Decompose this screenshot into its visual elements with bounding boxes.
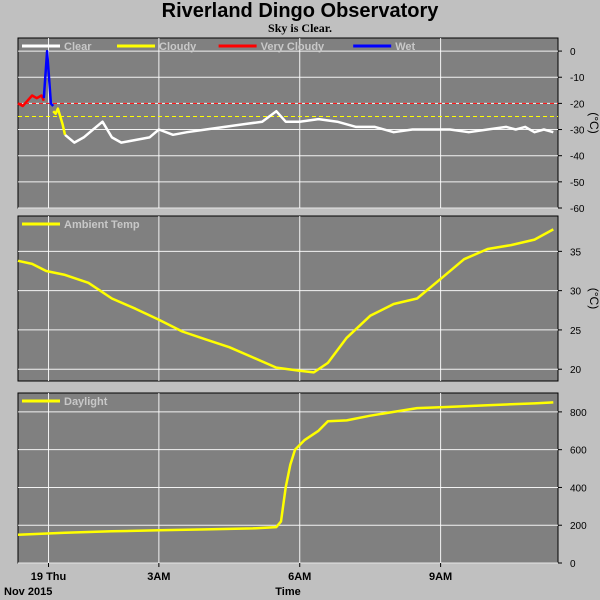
daylight-ytick-label: 400	[570, 483, 587, 494]
sky-legend-label: Clear	[64, 41, 92, 53]
sky-series-cloudy	[52, 107, 67, 136]
sky-legend-label: Cloudy	[159, 41, 197, 53]
sky-ytick-label: -20	[570, 99, 585, 110]
daylight-ytick-label: 200	[570, 521, 587, 532]
ambient-ytick-label: 25	[570, 326, 582, 337]
ambient-series-ambient-temp	[17, 228, 554, 374]
xtick-label: 9AM	[429, 571, 452, 583]
sky-ytick-label: -60	[570, 204, 585, 215]
time-axis-label: Time	[275, 586, 300, 598]
sky-ytick-label: -40	[570, 152, 585, 163]
xtick-label: 3AM	[147, 571, 170, 583]
ambient-ytick-label: 20	[570, 365, 582, 376]
sky-ytick-label: -50	[570, 178, 585, 189]
xtick-label: 19 Thu	[31, 571, 66, 583]
sky-series-wet	[42, 49, 55, 107]
sky-ytick-label: 0	[570, 47, 576, 58]
sky-status-subtitle: Sky is Clear.	[268, 21, 332, 35]
sky-panel	[17, 37, 559, 209]
sky-ylabel: (°C)	[587, 112, 600, 133]
sky-series-clear	[64, 109, 554, 144]
ambient-panel	[17, 215, 559, 382]
sky-legend-label: Wet	[395, 41, 415, 53]
daylight-ytick-label: 0	[570, 559, 576, 570]
sky-series-very-cloudy	[17, 94, 45, 108]
daylight-series-daylight	[17, 401, 554, 536]
ambient-ylabel: (°C)	[587, 288, 600, 309]
sky-ytick-label: -10	[570, 73, 585, 84]
ambient-ytick-label: 30	[570, 287, 582, 298]
page-title: Riverland Dingo Observatory	[161, 0, 439, 22]
daylight-ytick-label: 600	[570, 446, 587, 457]
sky-legend-label: Very Cloudy	[261, 41, 325, 53]
daylight-legend-label: Daylight	[64, 396, 108, 408]
xtick-label: 6AM	[288, 571, 311, 583]
ambient-ytick-label: 35	[570, 247, 582, 258]
ambient-legend-label: Ambient Temp	[64, 219, 140, 231]
sky-ytick-label: -30	[570, 126, 585, 137]
date-label: Nov 2015	[4, 586, 52, 598]
daylight-ytick-label: 800	[570, 408, 587, 419]
